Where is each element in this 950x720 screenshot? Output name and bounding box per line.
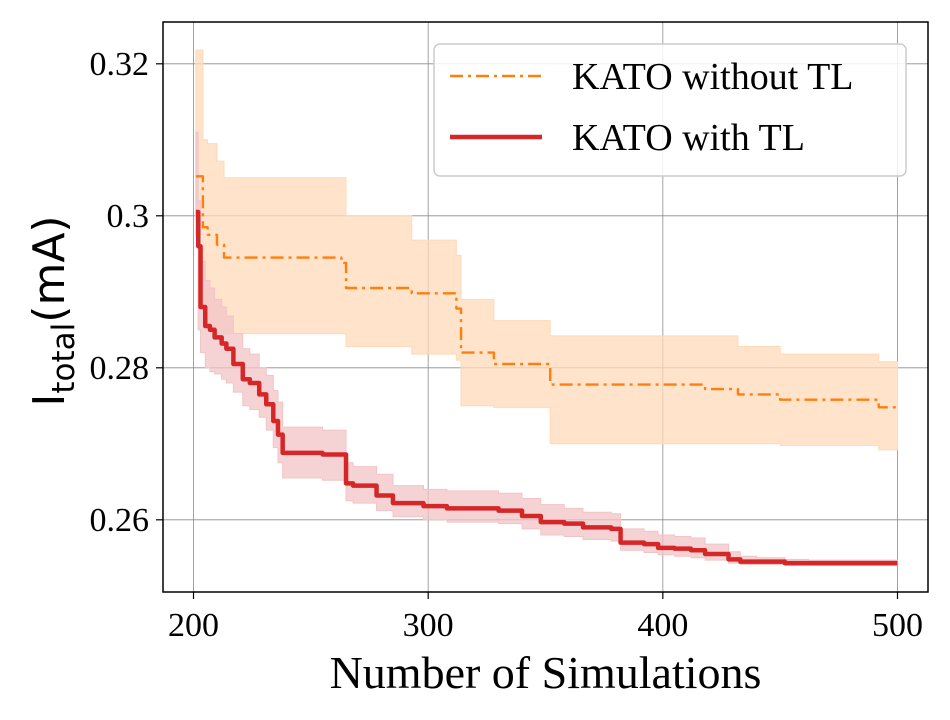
confidence-bands <box>195 49 898 566</box>
legend: KATO without TL KATO with TL <box>433 43 907 177</box>
x-tick-label: 200 <box>168 607 219 644</box>
y-tick-label: 0.26 <box>90 502 150 539</box>
y-tick-label: 0.32 <box>90 46 150 83</box>
band-kato-without-tl <box>195 49 898 451</box>
y-tick-label: 0.28 <box>90 350 150 387</box>
series-line-kato-without-tl <box>195 175 898 409</box>
x-axis-title: Number of Simulations <box>330 647 762 698</box>
series-lines <box>195 175 898 566</box>
series-line-kato-with-tl <box>195 209 898 566</box>
legend-box <box>433 43 907 177</box>
legend-label-kato-without-tl: KATO without TL <box>572 56 854 98</box>
y-axis-title-subscript: total <box>46 323 82 394</box>
axis-ticks: 200 300 400 500 0.26 0.28 0.3 0.32 <box>90 46 923 644</box>
y-axis-title-main: I <box>24 394 75 407</box>
y-tick-label: 0.3 <box>107 198 150 235</box>
x-tick-label: 400 <box>637 607 688 644</box>
x-tick-label: 300 <box>403 607 454 644</box>
band-kato-with-tl <box>195 131 898 566</box>
x-tick-label: 500 <box>872 607 923 644</box>
legend-label-kato-with-tl: KATO with TL <box>572 117 805 159</box>
y-axis-title: Itotal(mA) <box>24 215 82 406</box>
plot-frame <box>162 21 929 593</box>
y-axis-title-unit: (mA) <box>24 215 75 322</box>
